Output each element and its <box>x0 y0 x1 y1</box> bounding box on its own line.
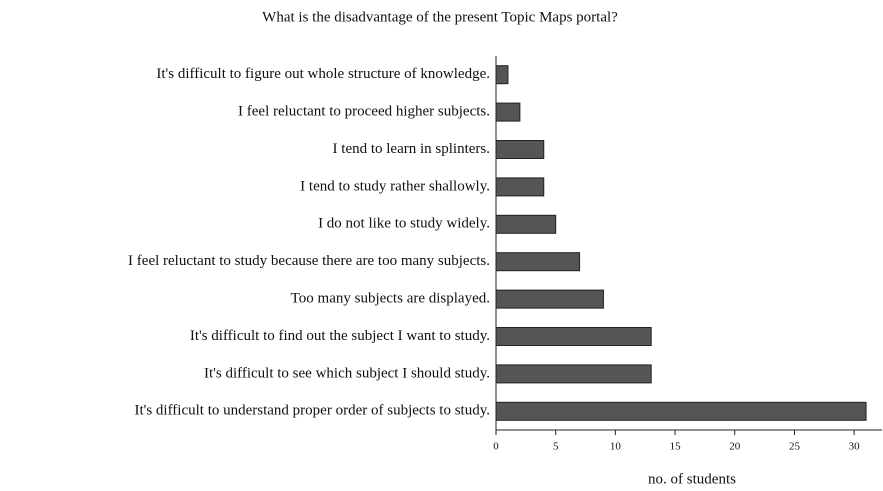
y-tick-label: It's difficult to figure out whole struc… <box>156 66 490 82</box>
bar <box>495 65 509 85</box>
x-tick-label: 15 <box>670 441 682 453</box>
y-tick-label: I feel reluctant to proceed higher subje… <box>238 104 490 120</box>
y-tick-label: I tend to learn in splinters. <box>333 141 490 157</box>
bar <box>495 177 545 197</box>
y-tick-label: Too many subjects are displayed. <box>291 291 490 307</box>
x-tick-label: 25 <box>789 441 801 453</box>
bar <box>495 327 652 346</box>
y-tick-label: I feel reluctant to study because there … <box>128 253 490 269</box>
x-tick-label: 30 <box>849 441 861 453</box>
bar <box>495 364 652 384</box>
y-tick-label: It's difficult to find out the subject I… <box>190 328 490 344</box>
x-tick-label: 20 <box>729 441 741 453</box>
y-tick-label: It's difficult to understand proper orde… <box>134 403 490 419</box>
x-tick-label: 0 <box>493 441 499 453</box>
bar <box>495 252 581 272</box>
x-tick-label: 10 <box>610 441 622 453</box>
bar <box>495 289 604 309</box>
y-tick-label: I do not like to study widely. <box>318 216 490 232</box>
x-tick-label: 5 <box>553 441 559 453</box>
bar <box>495 214 557 234</box>
x-axis-label: no. of students <box>648 471 736 487</box>
y-tick-label: I tend to study rather shallowly. <box>300 178 490 194</box>
y-tick-label: It's difficult to see which subject I sh… <box>204 365 490 381</box>
bar <box>495 102 521 122</box>
chart-title: What is the disadvantage of the present … <box>262 9 618 25</box>
bar <box>495 140 545 159</box>
bar <box>495 401 867 421</box>
